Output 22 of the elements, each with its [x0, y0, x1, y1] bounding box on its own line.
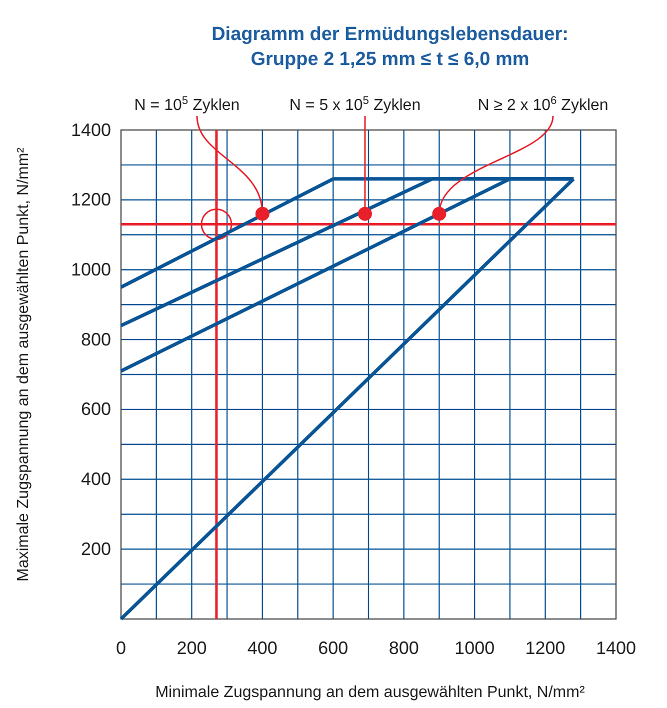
y-tick-label: 400	[80, 469, 111, 490]
y-tick-label: 1000	[70, 259, 111, 280]
annotation: N = 5 x 10$^{5}$ Zyklen	[289, 95, 421, 114]
annotation: N = 10$^{5}$ Zyklen	[134, 95, 240, 114]
y-tick-label: 800	[80, 329, 111, 350]
x-tick-label: 200	[176, 638, 207, 658]
y-axis-title: Maximale Zugspannung an dem ausgewählten Punkt, N/mm²	[15, 146, 32, 582]
x-tick-label: 1000	[454, 638, 495, 658]
chart-title: Diagramm der Ermüdungslebensdauer:	[212, 24, 568, 45]
x-axis-title: Minimale Zugspannung an dem ausgewählten Punkt, N/mm²	[155, 684, 586, 701]
annotation: N ≥ 2 x 10$^{6}$ Zyklen	[478, 95, 608, 114]
y-tick-label: 1200	[70, 190, 111, 210]
x-tick-label: 400	[247, 638, 278, 658]
y-tick-label: 1400	[70, 120, 111, 140]
y-tick-label: 600	[80, 399, 111, 420]
x-tick-label: 600	[318, 638, 348, 658]
x-tick-label: 0	[116, 638, 126, 658]
x-tick-label: 800	[388, 638, 419, 658]
chart-subtitle: Gruppe 2 1,25 mm ≤ t ≤ 6,0 mm	[250, 49, 530, 70]
x-tick-label: 1200	[525, 638, 566, 658]
x-tick-label: 1400	[596, 638, 636, 658]
y-tick-label: 200	[80, 538, 111, 559]
